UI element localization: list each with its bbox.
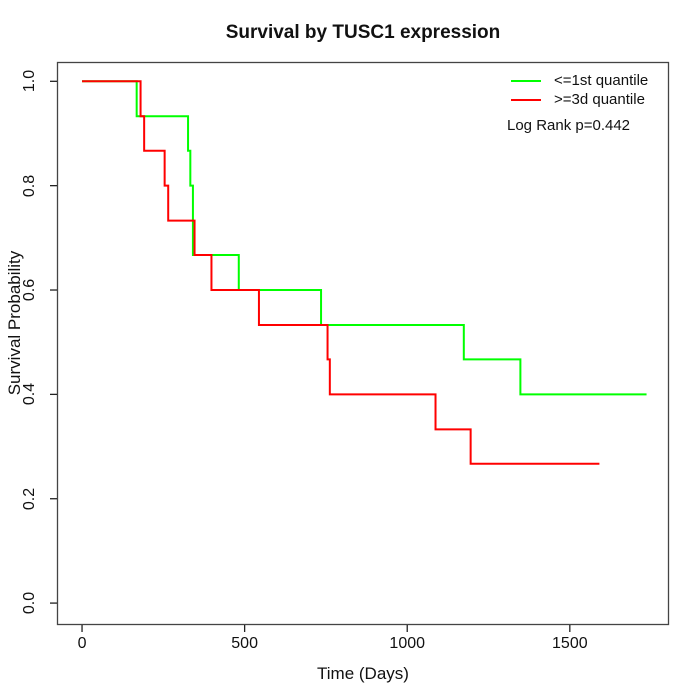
legend-line-green bbox=[511, 79, 541, 82]
legend-label-group1: <=1st quantile bbox=[554, 72, 649, 89]
x-tick-label: 1500 bbox=[552, 635, 588, 652]
y-tick-label: 0.6 bbox=[21, 278, 38, 302]
legend-item-group2: >=3d quantile bbox=[511, 90, 648, 109]
x-tick-label: 1000 bbox=[389, 635, 426, 652]
x-tick-label: 500 bbox=[231, 635, 258, 652]
km-curve-low-expression bbox=[82, 80, 647, 396]
y-tick-label: 0.8 bbox=[21, 174, 38, 197]
y-tick-label: 0.4 bbox=[21, 383, 38, 406]
legend-item-group1: <=1st quantile bbox=[511, 71, 648, 90]
x-axis-label: Time (Days) bbox=[317, 664, 409, 683]
y-tick-label: 0.2 bbox=[21, 487, 38, 510]
y-tick-label: 0.0 bbox=[21, 591, 38, 615]
log-rank-annotation: Log Rank p=0.442 bbox=[507, 117, 631, 134]
y-tick-label: 1.0 bbox=[21, 70, 38, 93]
x-tick-label: 0 bbox=[77, 635, 87, 652]
plot-box-border bbox=[56, 61, 670, 626]
legend-line-red bbox=[511, 98, 541, 101]
legend-label-group2: >=3d quantile bbox=[554, 91, 645, 108]
chart-title: Survival by TUSC1 expression bbox=[225, 22, 501, 43]
legend: <=1st quantile >=3d quantile bbox=[511, 71, 648, 109]
km-curve-high-expression bbox=[82, 80, 600, 465]
